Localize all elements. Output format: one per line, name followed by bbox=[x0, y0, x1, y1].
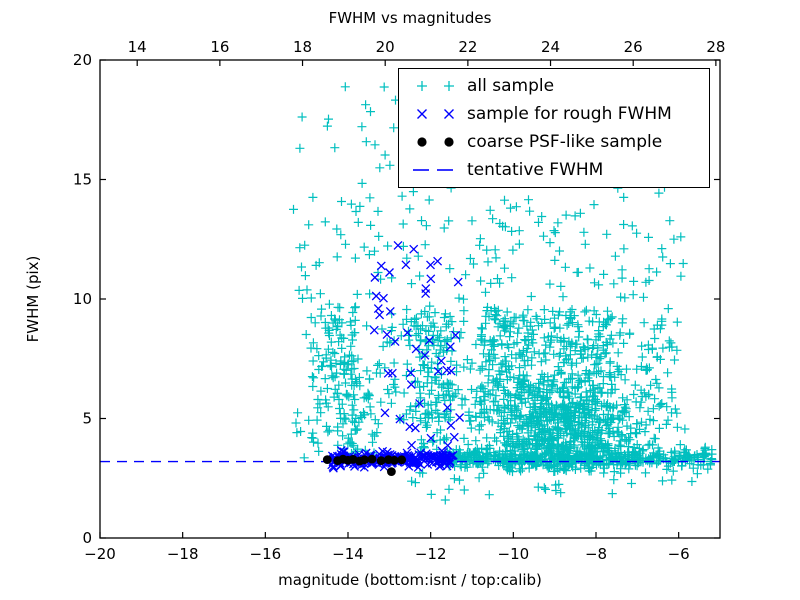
x-markers-icon bbox=[417, 109, 454, 119]
top-axis-ticks: 14 16 18 20 22 24 26 28 bbox=[128, 38, 725, 66]
y-axis-label: FWHM (pix) bbox=[24, 255, 42, 343]
x-tick-label: −12 bbox=[415, 545, 447, 563]
legend-entry-all-sample: all sample bbox=[409, 72, 709, 100]
top-tick-label: 14 bbox=[128, 38, 147, 56]
x-tick-label: −10 bbox=[498, 545, 530, 563]
top-tick-label: 20 bbox=[376, 38, 395, 56]
x-tick-label: −6 bbox=[668, 545, 690, 563]
y-tick-label: 20 bbox=[73, 51, 92, 69]
legend-entry-tentative-fwhm: tentative FWHM bbox=[409, 156, 709, 184]
x-tick-label: −18 bbox=[167, 545, 199, 563]
top-tick-label: 22 bbox=[458, 38, 477, 56]
x-tick-label: −20 bbox=[84, 545, 116, 563]
legend-entry-psf-sample: coarse PSF-like sample bbox=[409, 128, 709, 156]
legend-label: coarse PSF-like sample bbox=[467, 132, 663, 152]
y-tick-label: 0 bbox=[82, 529, 92, 547]
top-tick-label: 24 bbox=[541, 38, 560, 56]
top-tick-label: 26 bbox=[624, 38, 643, 56]
dot-markers-icon bbox=[417, 137, 454, 147]
x-tick-label: −16 bbox=[250, 545, 282, 563]
top-tick-label: 16 bbox=[210, 38, 229, 56]
x-axis-label: magnitude (bottom:isnt / top:calib) bbox=[278, 571, 542, 589]
y-tick-label: 5 bbox=[82, 410, 92, 428]
y-tick-label: 10 bbox=[73, 290, 92, 308]
top-tick-label: 28 bbox=[706, 38, 725, 56]
y-axis-ticks: 0 5 10 15 20 bbox=[73, 51, 720, 547]
x-axis-ticks: −20 −18 −16 −14 −12 −10 −8 −6 bbox=[84, 532, 690, 563]
top-tick-label: 18 bbox=[293, 38, 312, 56]
legend-label: all sample bbox=[467, 76, 555, 96]
legend-label: tentative FWHM bbox=[467, 160, 604, 180]
legend-label: sample for rough FWHM bbox=[467, 104, 672, 124]
x-tick-label: −14 bbox=[332, 545, 364, 563]
legend-entry-rough-fwhm: sample for rough FWHM bbox=[409, 100, 709, 128]
x-tick-label: −8 bbox=[585, 545, 607, 563]
dashed-line-icon bbox=[413, 169, 453, 171]
y-tick-label: 15 bbox=[73, 171, 92, 189]
plus-markers-icon bbox=[417, 81, 454, 91]
legend: all sample sample for rough FWHM coarse … bbox=[398, 68, 710, 188]
chart-title: FWHM vs magnitudes bbox=[328, 9, 492, 27]
